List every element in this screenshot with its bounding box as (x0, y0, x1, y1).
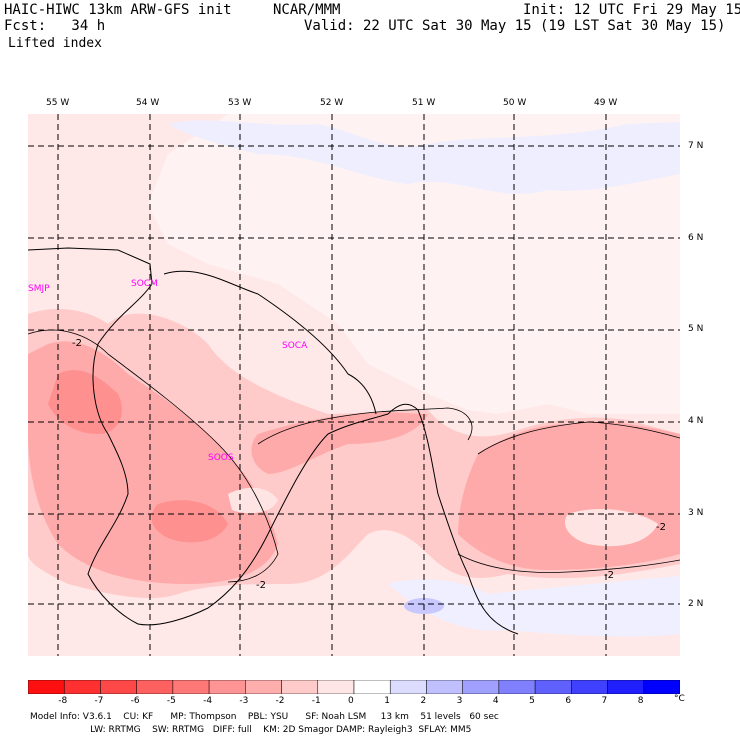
lon-label: 49 W (594, 98, 618, 108)
contour-label: -2 (256, 580, 266, 591)
colorbar-swatch (643, 680, 680, 694)
station-label: SOCA (282, 341, 308, 351)
valid-time: Valid: 22 UTC Sat 30 May 15 (19 LST Sat … (304, 18, 726, 34)
colorbar-level: -8 (58, 696, 68, 706)
colorbar-level: -5 (166, 696, 176, 706)
light-patch (564, 509, 658, 547)
colorbar-swatch (534, 680, 572, 694)
blue-region-south (388, 576, 680, 637)
colorbar-swatch (100, 680, 137, 694)
station-label: SOCM (131, 279, 158, 289)
colorbar-level: 6 (565, 696, 572, 706)
colorbar-level: -1 (311, 696, 321, 706)
colorbar-level: 8 (637, 696, 644, 706)
center-name: NCAR/MMM (273, 2, 341, 18)
colorbar-level: 5 (529, 696, 535, 706)
colorbar-swatch (498, 680, 536, 694)
lat-label: 5 N (688, 324, 704, 334)
colorbar-swatch (63, 680, 101, 694)
contour-label: -2 (604, 570, 614, 581)
colorbar-swatch (389, 680, 427, 694)
lon-label: 53 W (228, 98, 252, 108)
negative-core (48, 370, 122, 434)
colorbar-level: -4 (203, 696, 213, 706)
colorbar-swatch (353, 680, 391, 694)
colorbar-swatch (426, 680, 463, 694)
colorbar-swatch (208, 680, 246, 694)
colorbar-level: 4 (492, 696, 499, 706)
lon-label: 51 W (412, 98, 436, 108)
lat-label: 7 N (688, 141, 704, 151)
colorbar (28, 680, 680, 694)
colorbar-swatch (172, 680, 210, 694)
colorbar-swatch (136, 680, 174, 694)
lon-label: 52 W (320, 98, 344, 108)
colorbar-swatch (317, 680, 355, 694)
lat-label: 4 N (688, 416, 704, 426)
contour-label: -2 (72, 338, 82, 349)
contours (28, 329, 680, 583)
colorbar-level: 1 (384, 696, 390, 706)
lat-label: 2 N (688, 599, 704, 609)
lon-label: 54 W (136, 98, 160, 108)
lon-label: 55 W (46, 98, 70, 108)
colorbar-level: -7 (94, 696, 104, 706)
station-label: SMJP (28, 284, 50, 294)
negative-core (151, 500, 228, 543)
model-title: HAIC-HIWC 13km ARW-GFS init (4, 2, 232, 18)
contour-label: -2 (656, 522, 666, 533)
colorbar-level: -3 (239, 696, 249, 706)
colorbar-swatch (245, 680, 282, 694)
colorbar-unit: °C (674, 694, 685, 704)
forecast-hour: Fcst: 34 h (4, 18, 106, 34)
lon-label: 50 W (503, 98, 527, 108)
colorbar-swatch (607, 680, 645, 694)
colorbar-swatch (462, 680, 500, 694)
field-name: Lifted index (8, 36, 102, 51)
graticule (28, 114, 680, 656)
lat-label: 3 N (688, 508, 704, 518)
colorbar-level: -2 (275, 696, 285, 706)
negative-band (251, 412, 428, 474)
lat-label: 6 N (688, 233, 704, 243)
lifted-index-map: -2 -2 -2 -2 (28, 114, 680, 656)
colorbar-swatch (28, 680, 65, 694)
model-info-line2: LW: RRTMG SW: RRTMG DIFF: full KM: 2D Sm… (30, 725, 472, 735)
colorbar-level: 7 (601, 696, 608, 706)
colorbar-level: -6 (130, 696, 140, 706)
model-info-line1: Model Info: V3.6.1 CU: KF MP: Thompson P… (30, 712, 499, 722)
colorbar-level: 2 (420, 696, 427, 706)
colorbar-level: 0 (348, 696, 354, 706)
colorbar-level: 3 (456, 696, 463, 706)
colorbar-swatch (571, 680, 608, 694)
station-label: SOOS (208, 453, 234, 463)
init-time: Init: 12 UTC Fri 29 May 15 (523, 2, 740, 18)
colorbar-swatch (281, 680, 319, 694)
borders (28, 247, 519, 635)
